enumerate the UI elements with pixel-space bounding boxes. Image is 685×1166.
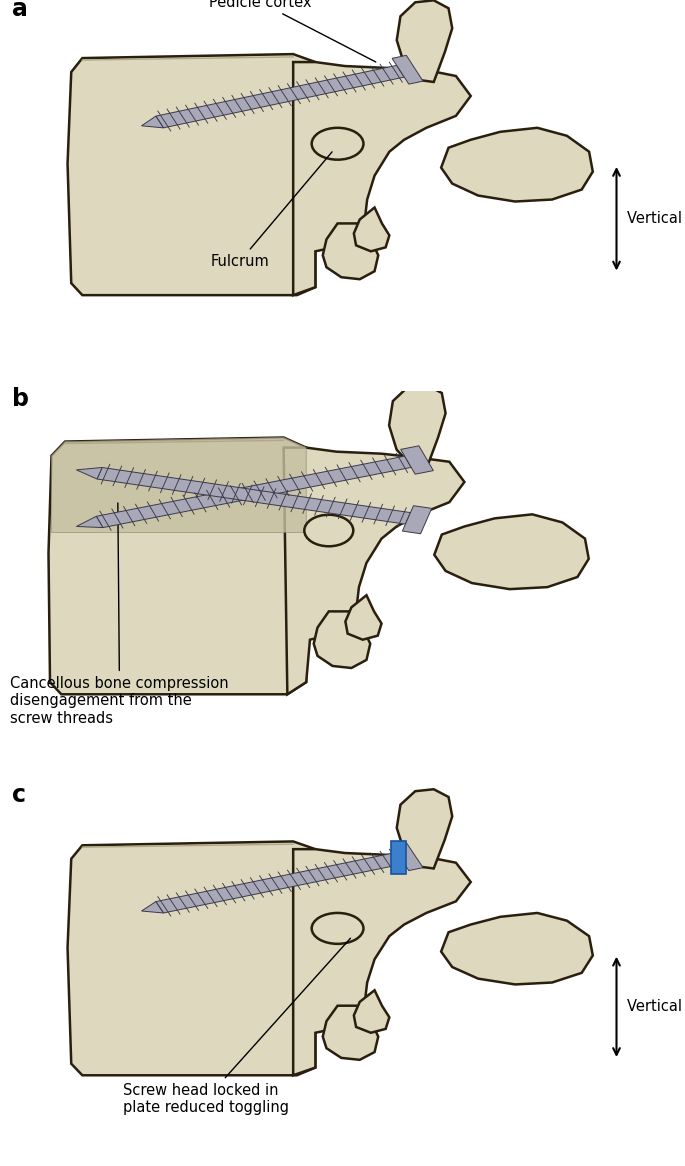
Polygon shape	[323, 224, 378, 279]
Polygon shape	[401, 445, 434, 475]
Polygon shape	[397, 0, 452, 82]
Ellipse shape	[304, 514, 353, 547]
Polygon shape	[156, 65, 404, 128]
Text: Fulcrum: Fulcrum	[210, 152, 332, 269]
Text: Screw head locked in
plate reduced toggling: Screw head locked in plate reduced toggl…	[123, 939, 351, 1115]
Text: Cancellous bone compression
disengagement from the
screw threads: Cancellous bone compression disengagemen…	[10, 503, 229, 726]
Polygon shape	[49, 437, 306, 694]
Polygon shape	[51, 437, 306, 533]
Polygon shape	[142, 117, 164, 128]
Polygon shape	[345, 595, 382, 640]
Polygon shape	[142, 901, 164, 913]
Polygon shape	[392, 843, 423, 871]
Bar	[391, 841, 406, 874]
Polygon shape	[314, 611, 370, 668]
Ellipse shape	[312, 128, 364, 160]
Polygon shape	[68, 842, 315, 1075]
Polygon shape	[284, 448, 464, 694]
Polygon shape	[77, 517, 103, 527]
Polygon shape	[77, 468, 102, 479]
Text: Vertical loading: Vertical loading	[627, 999, 685, 1014]
Polygon shape	[402, 506, 432, 534]
Polygon shape	[354, 208, 389, 252]
Polygon shape	[293, 849, 471, 1075]
Polygon shape	[68, 54, 315, 295]
Polygon shape	[323, 1006, 378, 1060]
Text: Pedicle cortex: Pedicle cortex	[209, 0, 376, 62]
Polygon shape	[397, 789, 452, 869]
Polygon shape	[441, 913, 593, 984]
Polygon shape	[156, 852, 404, 913]
Ellipse shape	[312, 913, 364, 943]
Text: a: a	[12, 0, 28, 21]
Polygon shape	[441, 128, 593, 202]
Text: c: c	[12, 784, 26, 807]
Polygon shape	[434, 514, 589, 589]
Polygon shape	[389, 385, 445, 468]
Polygon shape	[97, 456, 411, 527]
Text: Vertical loading: Vertical loading	[627, 211, 685, 226]
Text: b: b	[12, 387, 29, 412]
Polygon shape	[392, 55, 423, 84]
Polygon shape	[354, 990, 389, 1033]
Polygon shape	[97, 468, 410, 525]
Polygon shape	[293, 62, 471, 295]
